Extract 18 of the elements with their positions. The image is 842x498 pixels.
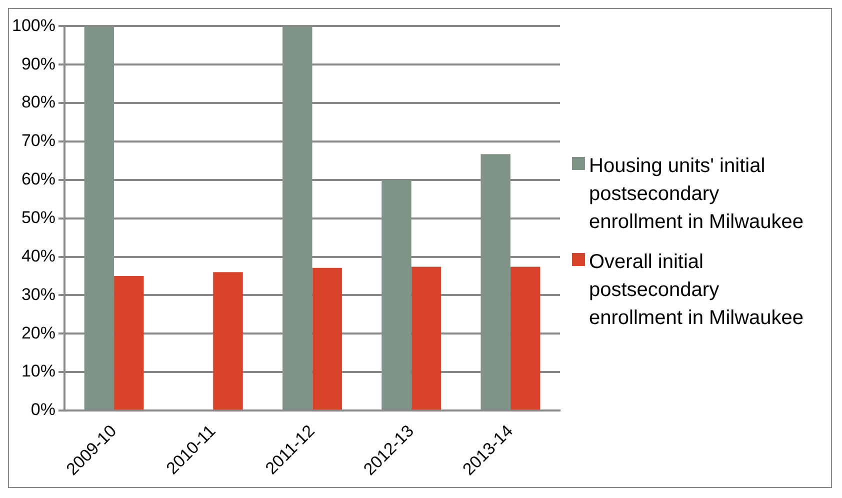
bar — [510, 266, 540, 410]
y-tick-label: 60% — [21, 170, 56, 189]
y-tick-label: 100% — [12, 16, 56, 35]
y-tick-label: 20% — [21, 323, 56, 342]
bar — [411, 266, 442, 410]
legend-label: Housing units' initial postsecondary enrollment in Milwaukee — [589, 154, 805, 235]
y-tick-label: 90% — [21, 54, 56, 74]
bar — [213, 272, 243, 410]
y-tick-label: 80% — [21, 92, 56, 112]
y-tick-label: 30% — [21, 284, 56, 304]
y-tick-label: 0% — [30, 400, 56, 420]
y-tick-label: 50% — [21, 208, 56, 228]
bar — [312, 268, 342, 410]
y-tick-label: 10% — [21, 362, 56, 381]
y-tick-label: 70% — [21, 131, 56, 150]
bar — [114, 276, 144, 410]
y-tick-label: 40% — [21, 246, 56, 266]
legend-label: Overall initial postsecondary enrollment in Milwaukee — [589, 250, 805, 331]
